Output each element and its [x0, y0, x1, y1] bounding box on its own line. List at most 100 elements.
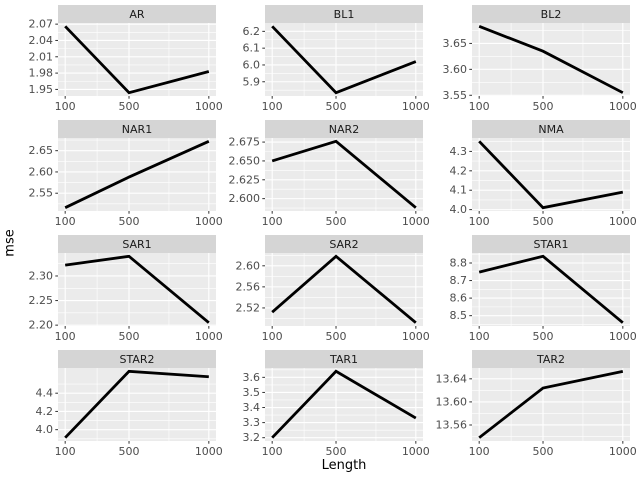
x-tick-label: 100: [262, 100, 283, 113]
facet-strip: STAR2: [58, 350, 216, 368]
y-tick-label: 8.8: [450, 256, 468, 269]
x-tick-label: 1000: [609, 215, 637, 228]
facet-plot: 2.55 2.60 2.65 100 500 1000: [29, 138, 223, 228]
facet-title: SAR1: [122, 237, 152, 251]
facet-strip: BL2: [472, 5, 630, 23]
facet-strip: AR: [58, 5, 216, 23]
facet-strip: STAR1: [472, 235, 630, 253]
y-tick-label: 8.5: [450, 309, 468, 322]
y-tick-label: 13.60: [436, 395, 468, 408]
y-tick-label: 3.3: [243, 416, 261, 429]
y-tick-label: 3.65: [443, 37, 468, 50]
facet-plot: 2.600 2.625 2.650 2.675 100 500 1000: [229, 136, 430, 228]
facet-nar1: NAR1 2.55 2.60 2.65 100 500 1000: [12, 120, 223, 231]
x-tick-label: 500: [326, 215, 347, 228]
series-line-star1: [478, 254, 624, 324]
facet-grid: AR 1.95 1.98 2.01 2.04 2.07 100 500 1000 BL1 5.9 6.…: [12, 5, 637, 461]
y-tick-label: 13.56: [436, 418, 468, 431]
facet-bl2: BL2 3.55 3.60 3.65 100 500 1000: [426, 5, 637, 116]
y-tick-label: 1.95: [29, 83, 54, 96]
facet-title: NAR2: [328, 122, 360, 136]
facet-strip: TAR1: [265, 350, 423, 368]
y-tick-label: 2.25: [29, 294, 54, 307]
x-tick-label: 500: [119, 445, 140, 458]
series-line-tar1: [271, 369, 417, 439]
x-tick-label: 500: [326, 330, 347, 343]
y-tick-label: 8.7: [450, 274, 468, 287]
facet-plot: 3.2 3.3 3.4 3.5 3.6 100 500 1000: [243, 368, 430, 458]
series-line-bl1: [271, 25, 417, 95]
y-tick-label: 6.1: [243, 42, 261, 55]
x-tick-label: 500: [119, 330, 140, 343]
y-tick-label: 2.60: [236, 259, 261, 272]
x-tick-label: 500: [533, 445, 554, 458]
facet-strip: SAR2: [265, 235, 423, 253]
y-tick-label: 2.600: [229, 192, 261, 205]
panel-background: [472, 368, 630, 441]
y-tick-label: 4.1: [450, 184, 468, 197]
facet-strip: NMA: [472, 120, 630, 138]
y-tick-label: 2.01: [29, 50, 54, 63]
y-tick-label: 3.4: [243, 401, 261, 414]
y-tick-label: 3.55: [443, 89, 468, 102]
facet-strip: TAR2: [472, 350, 630, 368]
panel-background: [58, 253, 216, 326]
y-tick-label: 4.0: [36, 423, 54, 436]
y-tick-label: 2.20: [29, 319, 54, 332]
y-tick-label: 3.2: [243, 431, 261, 444]
y-tick-label: 3.5: [243, 386, 261, 399]
x-tick-label: 500: [119, 215, 140, 228]
facet-plot: 1.95 1.98 2.01 2.04 2.07 100 500 1000: [29, 18, 223, 113]
panel-background: [58, 368, 216, 441]
y-axis-title: mse: [2, 229, 18, 257]
facet-nma: NMA 4.0 4.1 4.2 4.3 100 500 1000: [426, 120, 637, 231]
facet-tar1: TAR1 3.2 3.3 3.4 3.5 3.6 100 500 1000: [219, 350, 430, 461]
facet-title: NAR1: [121, 122, 153, 136]
panel-background: [265, 253, 423, 326]
x-tick-label: 500: [119, 100, 140, 113]
facet-plot: 5.9 6.0 6.1 6.2 100 500 1000: [243, 23, 430, 113]
x-tick-label: 1000: [402, 215, 430, 228]
y-tick-label: 4.4: [36, 387, 54, 400]
x-tick-label: 500: [533, 100, 554, 113]
x-tick-label: 100: [469, 215, 490, 228]
x-tick-label: 100: [469, 100, 490, 113]
facet-sar1: SAR1 2.20 2.25 2.30 100 500 1000: [12, 235, 223, 346]
y-tick-label: 2.55: [29, 187, 54, 200]
y-tick-label: 2.625: [229, 173, 261, 186]
y-tick-label: 3.60: [443, 63, 468, 76]
facet-title: STAR2: [119, 352, 155, 366]
facet-title: TAR1: [329, 352, 359, 366]
x-tick-label: 100: [262, 445, 283, 458]
facet-plot: 13.56 13.60 13.64 100 500 1000: [436, 368, 637, 458]
panel-background: [472, 138, 630, 211]
x-tick-label: 100: [55, 215, 76, 228]
y-tick-label: 13.64: [436, 372, 468, 385]
y-tick-label: 2.07: [29, 18, 54, 31]
facet-plot: 2.20 2.25 2.30 100 500 1000: [29, 253, 223, 343]
x-tick-label: 1000: [402, 445, 430, 458]
y-tick-label: 5.9: [243, 75, 261, 88]
series-line-tar2: [478, 369, 624, 439]
x-tick-label: 100: [469, 445, 490, 458]
x-tick-label: 1000: [195, 445, 223, 458]
facet-title: TAR2: [536, 352, 566, 366]
y-tick-label: 2.52: [236, 301, 261, 314]
y-tick-label: 2.04: [29, 34, 54, 47]
y-tick-label: 4.2: [450, 164, 468, 177]
x-tick-label: 1000: [195, 100, 223, 113]
x-tick-label: 1000: [609, 330, 637, 343]
x-tick-label: 1000: [402, 100, 430, 113]
x-tick-label: 500: [326, 100, 347, 113]
x-axis-title: Length: [321, 458, 367, 473]
facet-plot: 4.0 4.1 4.2 4.3 100 500 1000: [450, 138, 637, 228]
series-line-sar1: [64, 254, 210, 324]
x-tick-label: 1000: [609, 445, 637, 458]
panel-background: [265, 368, 423, 441]
facet-tar2: TAR2 13.56 13.60 13.64 100 500 1000: [426, 350, 637, 461]
y-tick-label: 2.56: [236, 280, 261, 293]
facet-plot: 3.55 3.60 3.65 100 500 1000: [443, 23, 637, 113]
x-tick-label: 100: [469, 330, 490, 343]
y-tick-label: 6.2: [243, 25, 261, 38]
